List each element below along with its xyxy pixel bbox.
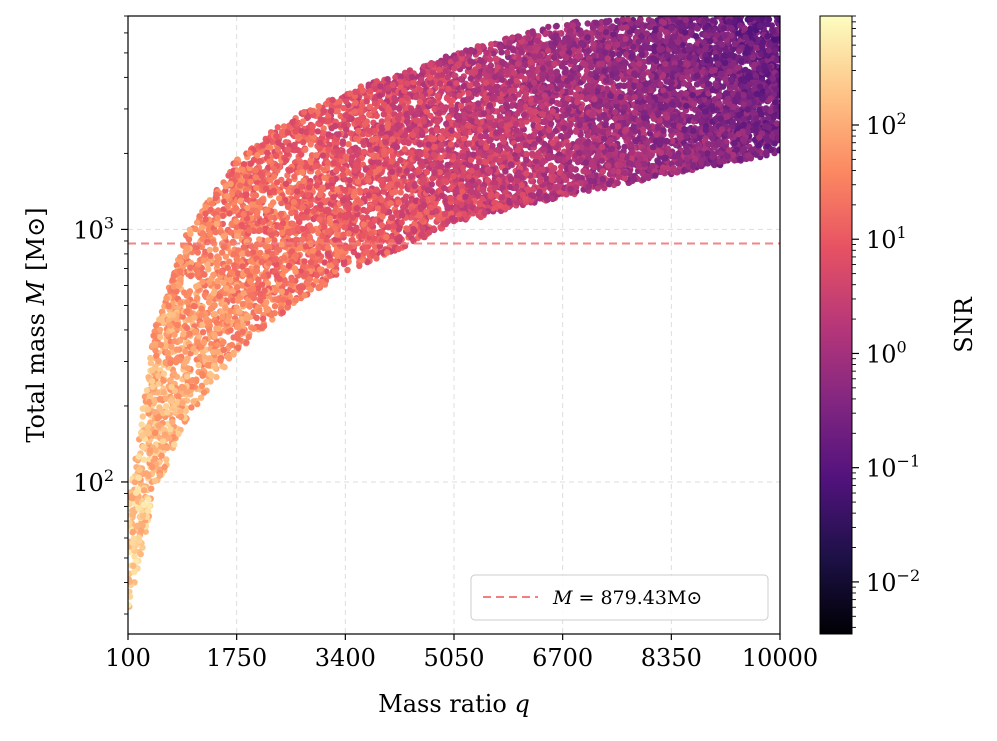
scatter-point [535, 117, 541, 123]
scatter-point [561, 125, 567, 131]
scatter-point [374, 113, 380, 119]
scatter-point [198, 306, 204, 312]
scatter-point [585, 20, 591, 26]
scatter-point [152, 478, 158, 484]
scatter-point [139, 421, 145, 427]
scatter-point [504, 49, 510, 55]
scatter-point [397, 157, 403, 163]
scatter-point [630, 44, 636, 50]
scatter-point [294, 214, 300, 220]
scatter-point [554, 23, 560, 29]
scatter-point [202, 216, 208, 222]
scatter-point [187, 265, 193, 271]
scatter-point [345, 141, 351, 147]
scatter-point [192, 226, 198, 232]
scatter-point [391, 95, 397, 101]
scatter-point [254, 315, 260, 321]
scatter-point [244, 315, 250, 321]
scatter-point [145, 473, 151, 479]
scatter-point [234, 233, 240, 239]
scatter-point [188, 273, 194, 279]
scatter-point [327, 273, 333, 279]
scatter-point [195, 249, 201, 255]
scatter-point [326, 131, 332, 137]
scatter-point [732, 84, 738, 90]
scatter-point [272, 303, 278, 309]
scatter-point [344, 267, 350, 273]
